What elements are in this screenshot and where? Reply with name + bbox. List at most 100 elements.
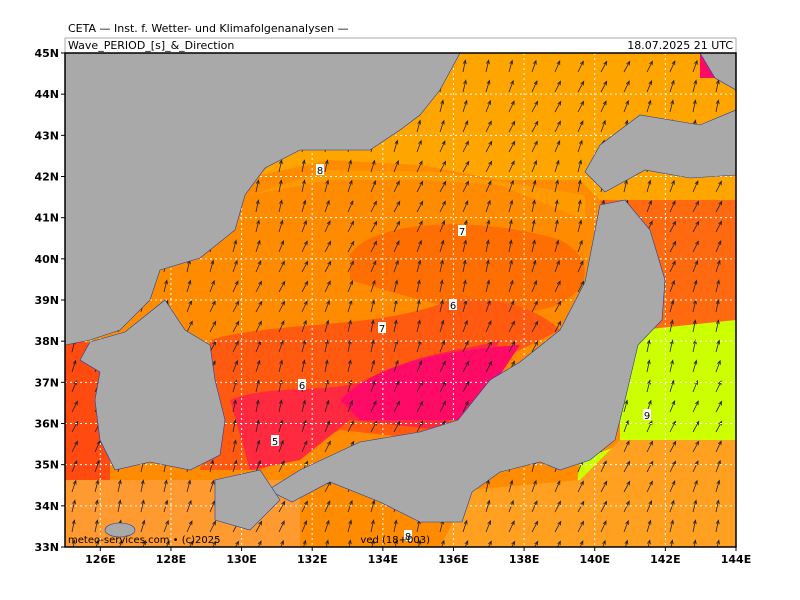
arrow xyxy=(577,520,585,533)
arrow xyxy=(347,159,352,173)
arrow xyxy=(485,259,490,273)
arrow xyxy=(324,179,330,193)
arrow xyxy=(347,399,353,413)
arrow xyxy=(209,259,215,273)
arrow xyxy=(531,300,538,313)
arrow xyxy=(485,180,492,193)
arrow xyxy=(692,279,698,293)
arrow xyxy=(439,200,446,213)
arrow xyxy=(370,539,375,547)
arrow xyxy=(485,239,490,253)
arrow xyxy=(370,179,377,193)
arrow xyxy=(393,180,400,193)
arrow xyxy=(600,480,608,493)
arrow xyxy=(531,100,539,113)
arrow xyxy=(347,319,352,333)
arrow xyxy=(462,400,469,413)
arrow xyxy=(600,520,607,533)
arrow xyxy=(508,479,514,493)
arrow xyxy=(600,80,608,93)
arrow xyxy=(278,320,285,333)
arrow xyxy=(646,519,652,533)
arrow xyxy=(692,259,699,273)
land-island xyxy=(104,522,136,538)
arrow xyxy=(209,279,215,293)
arrow xyxy=(278,199,283,213)
arrow xyxy=(554,159,560,173)
arrow xyxy=(278,260,285,273)
arrow xyxy=(692,319,697,333)
arrow xyxy=(370,400,377,413)
arrow xyxy=(347,420,354,433)
arrow xyxy=(347,339,352,353)
lat-tick-label: 35N xyxy=(34,459,59,472)
arrow xyxy=(715,459,721,473)
arrow xyxy=(255,300,263,313)
arrow xyxy=(370,499,376,513)
arrow xyxy=(370,240,377,253)
arrow xyxy=(370,260,377,273)
arrow xyxy=(646,60,653,73)
contour-label-bg xyxy=(404,530,412,541)
arrow xyxy=(462,259,467,273)
sea-zone xyxy=(250,170,585,220)
arrow xyxy=(715,359,721,373)
arrow xyxy=(255,520,263,533)
arrow xyxy=(554,120,561,133)
arrow xyxy=(278,300,286,313)
arrow xyxy=(692,240,699,253)
arrow xyxy=(416,119,422,133)
arrow xyxy=(531,500,538,513)
arrow xyxy=(416,160,423,173)
arrow xyxy=(301,440,308,453)
arrow xyxy=(278,239,285,253)
arrow xyxy=(577,219,583,233)
valid-time: 18.07.2025 21 UTC xyxy=(627,39,733,52)
arrow xyxy=(485,219,491,233)
arrow xyxy=(255,179,260,193)
lat-tick-label: 33N xyxy=(34,541,59,554)
contour-label: 6 xyxy=(450,301,456,312)
arrow xyxy=(485,279,491,293)
arrow xyxy=(370,279,376,293)
arrow xyxy=(439,180,447,193)
arrow xyxy=(508,100,515,113)
arrow xyxy=(232,239,238,253)
lon-tick-label: 126E xyxy=(85,553,115,566)
arrow xyxy=(508,59,514,73)
land-korea xyxy=(79,299,226,471)
arrow xyxy=(209,320,217,333)
arrow xyxy=(439,219,445,233)
arrow xyxy=(715,519,720,533)
arrow xyxy=(669,299,675,313)
arrow xyxy=(715,440,722,453)
arrow xyxy=(554,60,561,73)
arrow xyxy=(301,359,306,373)
arrow xyxy=(646,79,653,93)
arrow xyxy=(324,159,329,173)
arrow xyxy=(554,239,560,253)
arrow xyxy=(531,320,539,333)
arrow xyxy=(531,479,537,493)
arrow xyxy=(623,399,629,413)
lon-tick-label: 142E xyxy=(650,553,680,566)
arrow xyxy=(508,499,514,513)
arrow xyxy=(324,440,331,453)
arrow xyxy=(692,220,700,233)
arrow xyxy=(554,320,562,333)
arrow xyxy=(716,539,720,547)
arrow xyxy=(600,460,607,473)
arrow xyxy=(324,419,331,433)
arrow xyxy=(71,440,78,453)
arrow xyxy=(95,539,99,547)
map-title: Wave_PERIOD_[s]_&_Direction xyxy=(68,39,234,52)
arrow xyxy=(623,60,631,73)
arrow xyxy=(324,199,330,213)
arrow xyxy=(669,200,676,213)
arrow xyxy=(508,520,515,533)
arrow xyxy=(577,159,582,173)
lat-tick-label: 34N xyxy=(34,500,59,513)
arrow xyxy=(71,479,77,493)
arrow xyxy=(508,219,513,233)
arrow xyxy=(600,100,607,113)
